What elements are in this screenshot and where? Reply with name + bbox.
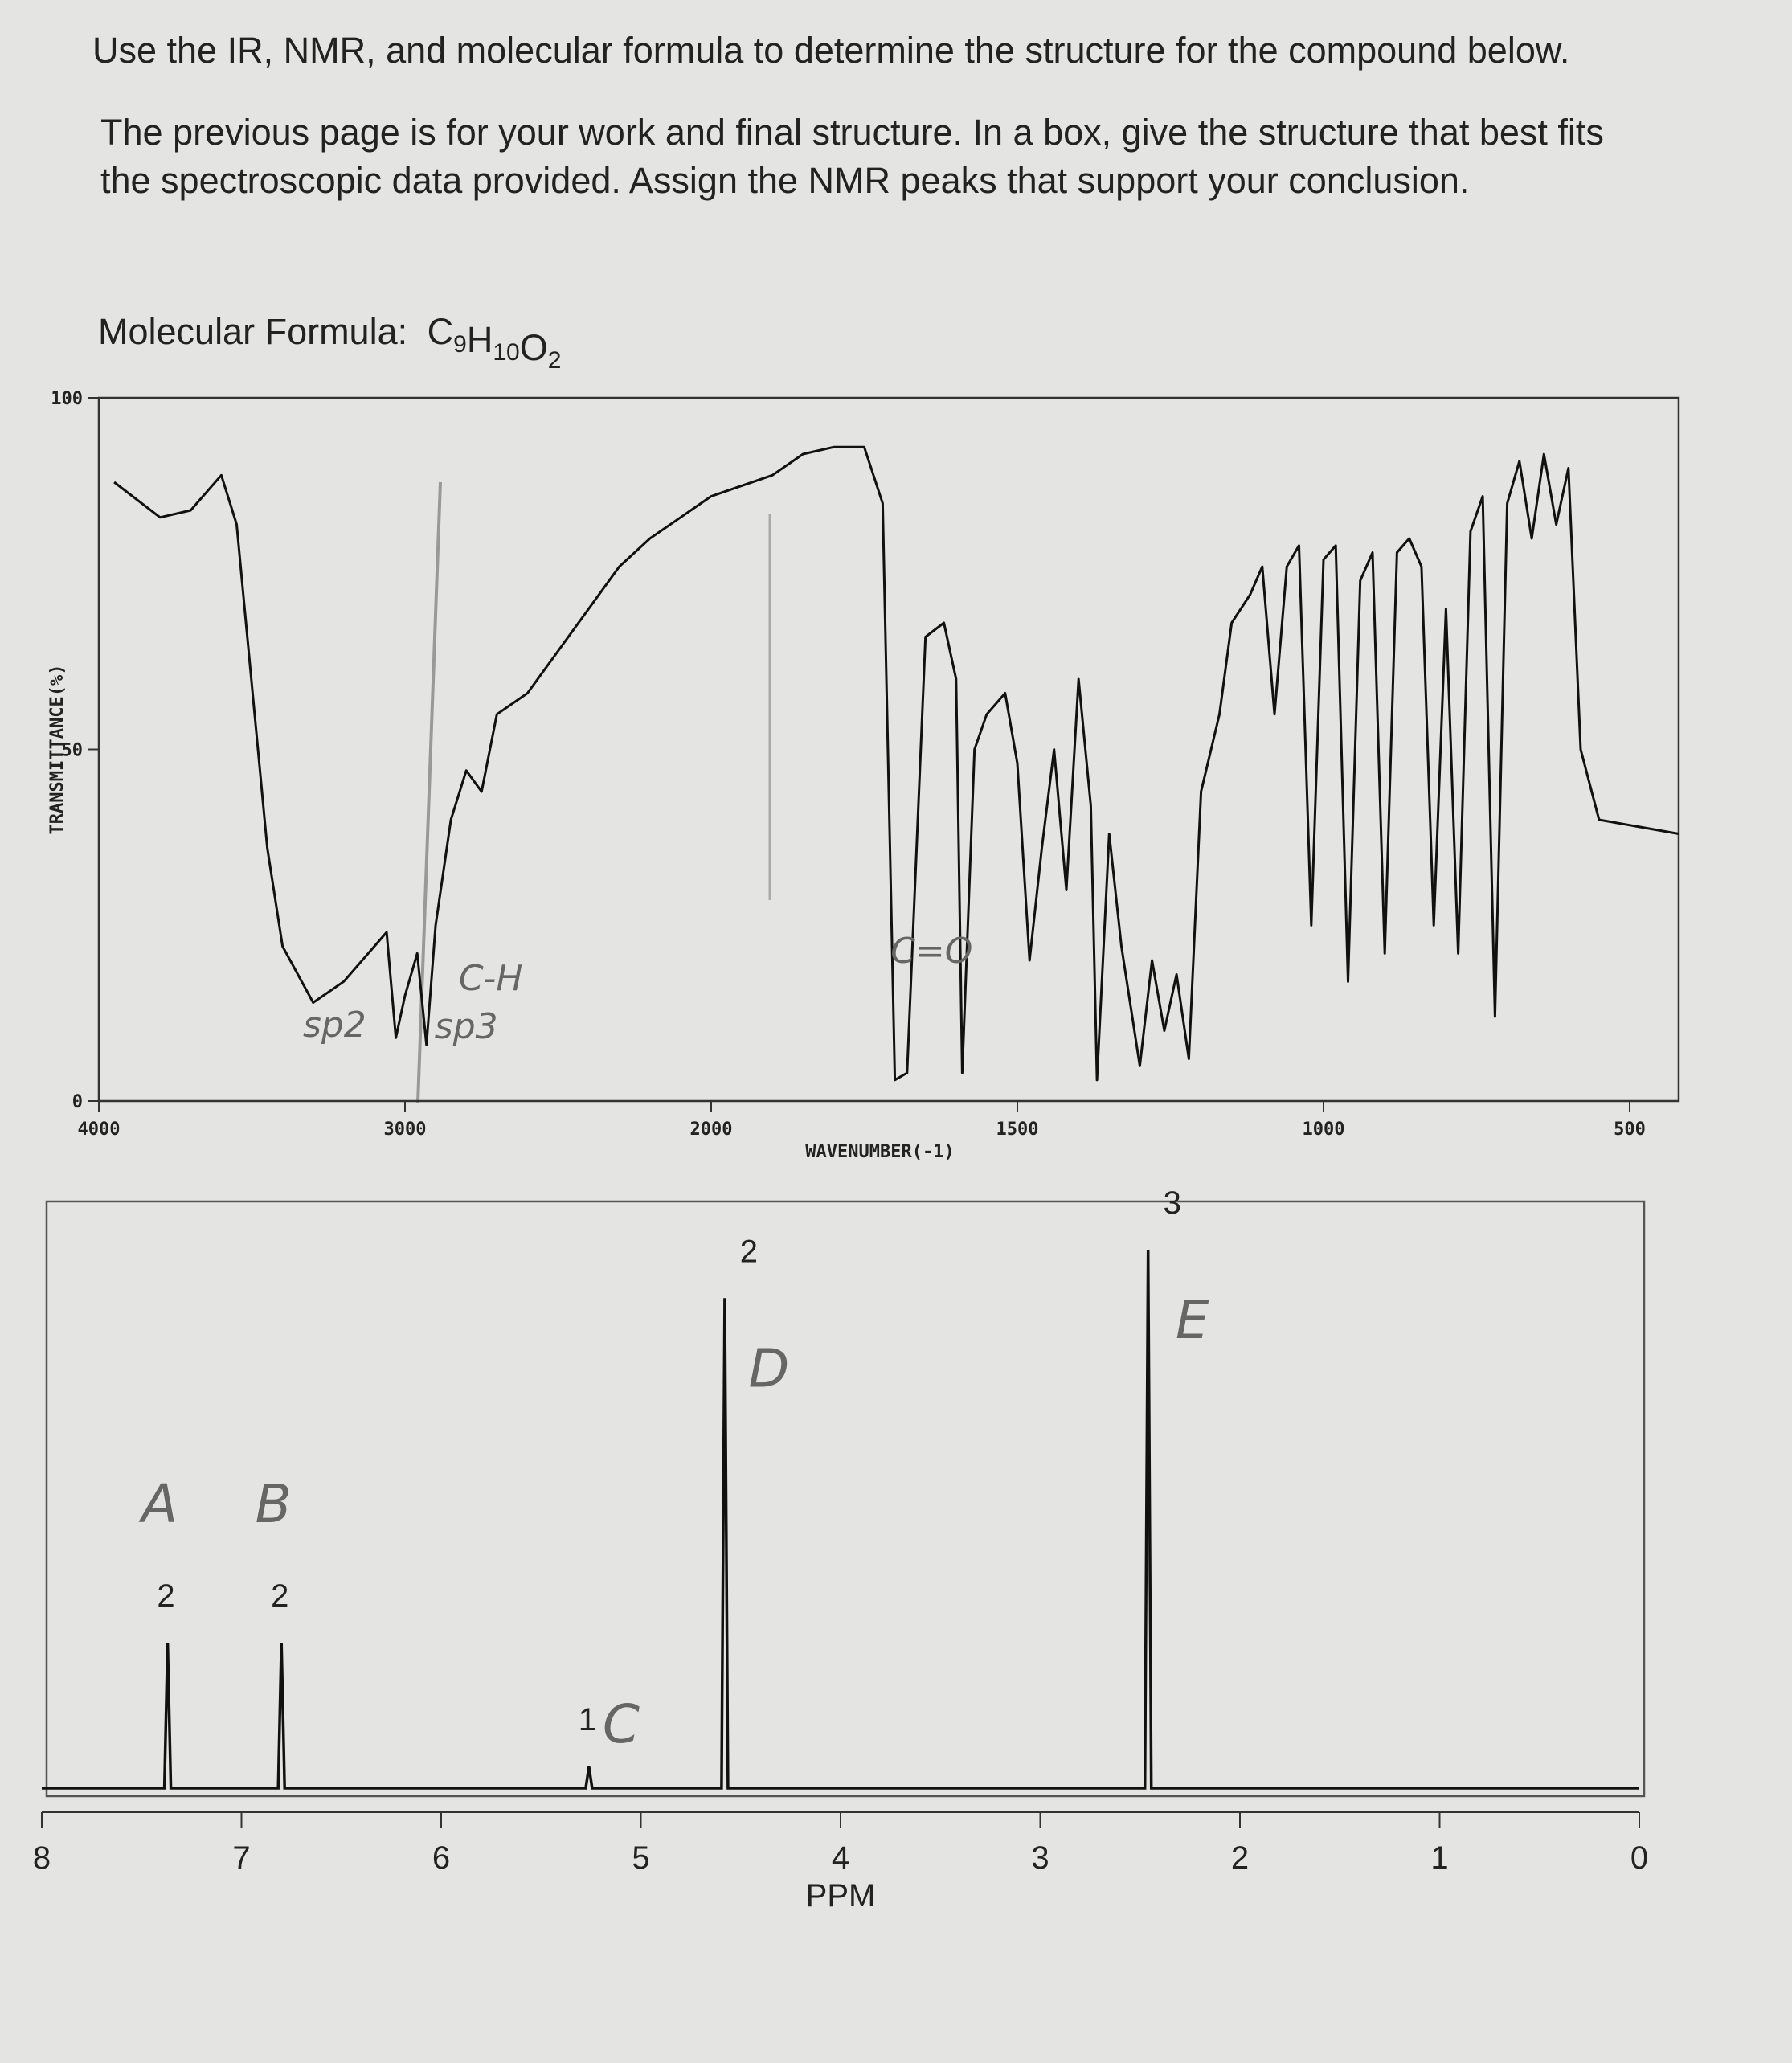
peak-letter: A bbox=[138, 1473, 178, 1535]
plot-frame bbox=[45, 1200, 1646, 1798]
x-axis-label: PPM bbox=[806, 1878, 876, 1914]
peak-letter: C bbox=[603, 1693, 640, 1755]
x-tick-label: 4 bbox=[832, 1840, 849, 1876]
peak-letter: D bbox=[748, 1337, 789, 1399]
element-symbol: C bbox=[428, 311, 454, 352]
x-tick-label: 4000 bbox=[78, 1120, 121, 1140]
peak-letter: B bbox=[256, 1473, 292, 1535]
x-tick-label: 6 bbox=[432, 1840, 450, 1876]
handwritten-note: sp3 bbox=[435, 1006, 498, 1047]
x-tick-label: 3 bbox=[1031, 1840, 1049, 1876]
instruction-line: the spectroscopic data provided. Assign … bbox=[100, 160, 1469, 201]
y-tick-label: 50 bbox=[62, 741, 84, 761]
x-axis-label: WAVENUMBER(-1) bbox=[805, 1142, 954, 1162]
formula-label: Molecular Formula: bbox=[98, 311, 407, 352]
element-symbol: O bbox=[520, 327, 548, 368]
x-tick-label: 3000 bbox=[384, 1120, 427, 1140]
ir-trace bbox=[113, 445, 1679, 1082]
handwritten-note: C-H bbox=[459, 958, 523, 999]
molecular-formula: Molecular Formula: C9H10O2 bbox=[98, 311, 561, 374]
x-tick-label: 2 bbox=[1231, 1840, 1249, 1876]
element-count: 9 bbox=[453, 331, 467, 358]
nmr-trace bbox=[42, 1249, 1639, 1790]
x-tick-label: 8 bbox=[33, 1840, 51, 1876]
integration-label: 2 bbox=[740, 1234, 758, 1269]
ir-spectrum: 0 50 100 4000 3000 2000 1500 1000 500 WAVENUMBER(… bbox=[47, 389, 1680, 1162]
x-tick-label: 1500 bbox=[996, 1120, 1039, 1140]
x-tick-label: 7 bbox=[232, 1840, 250, 1876]
element-count: 2 bbox=[548, 347, 562, 374]
integration-label: 2 bbox=[157, 1578, 174, 1614]
x-tick-label: 1000 bbox=[1303, 1120, 1345, 1140]
x-tick-label: 1 bbox=[1430, 1840, 1448, 1876]
x-tick-label: 0 bbox=[1630, 1840, 1648, 1876]
x-tick-label: 5 bbox=[632, 1840, 649, 1876]
y-axis-label: TRANSMITTANCE(%) bbox=[47, 665, 68, 835]
y-tick-label: 0 bbox=[72, 1092, 83, 1112]
integration-label: 3 bbox=[1164, 1185, 1181, 1221]
x-tick-label: 2000 bbox=[690, 1120, 733, 1140]
peak-letter: E bbox=[1176, 1289, 1209, 1351]
handwritten-note: C=O bbox=[890, 931, 972, 972]
integration-label: 1 bbox=[579, 1702, 596, 1738]
x-tick-label: 500 bbox=[1614, 1120, 1646, 1140]
element-count: 10 bbox=[493, 339, 519, 366]
instruction-line: Use the IR, NMR, and molecular formula t… bbox=[92, 30, 1569, 71]
instruction-line: The previous page is for your work and f… bbox=[100, 112, 1604, 153]
y-tick-label: 100 bbox=[51, 389, 83, 409]
element-symbol: H bbox=[467, 319, 493, 360]
handwritten-note: sp2 bbox=[303, 1005, 366, 1046]
integration-label: 2 bbox=[271, 1578, 288, 1614]
